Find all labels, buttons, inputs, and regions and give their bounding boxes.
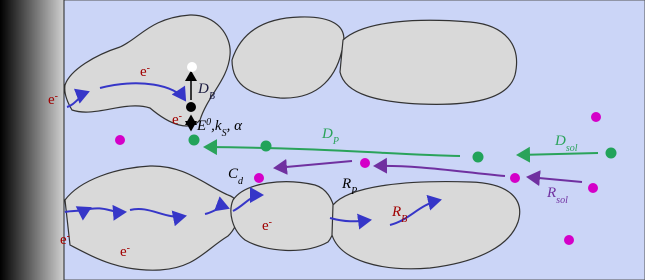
label-part: P xyxy=(332,136,339,147)
label-part: D xyxy=(321,126,333,142)
label-part: - xyxy=(127,243,130,254)
label-part: E xyxy=(196,118,206,134)
label-part: , α xyxy=(227,118,244,134)
label-part: sol xyxy=(556,195,568,206)
label-part: R xyxy=(391,204,401,220)
label-part: sol xyxy=(566,143,578,154)
diagram: e-e-e-e-e-e-DBE0,kS, αDPDsolCdRPRBRsol xyxy=(0,0,645,280)
label-part: P xyxy=(350,186,357,197)
label-part: - xyxy=(55,91,58,102)
label-part: B xyxy=(401,214,407,225)
label-part: B xyxy=(209,91,215,102)
label-part: - xyxy=(147,63,150,74)
label-part: - xyxy=(67,231,70,242)
label-part: D xyxy=(197,81,209,97)
label-part: R xyxy=(341,176,351,192)
label-part: - xyxy=(179,111,182,122)
label-part: R xyxy=(546,185,556,201)
label-part: ,k xyxy=(211,118,222,134)
electrode xyxy=(0,0,64,280)
label-part: - xyxy=(269,217,272,228)
label-part: D xyxy=(554,133,566,149)
